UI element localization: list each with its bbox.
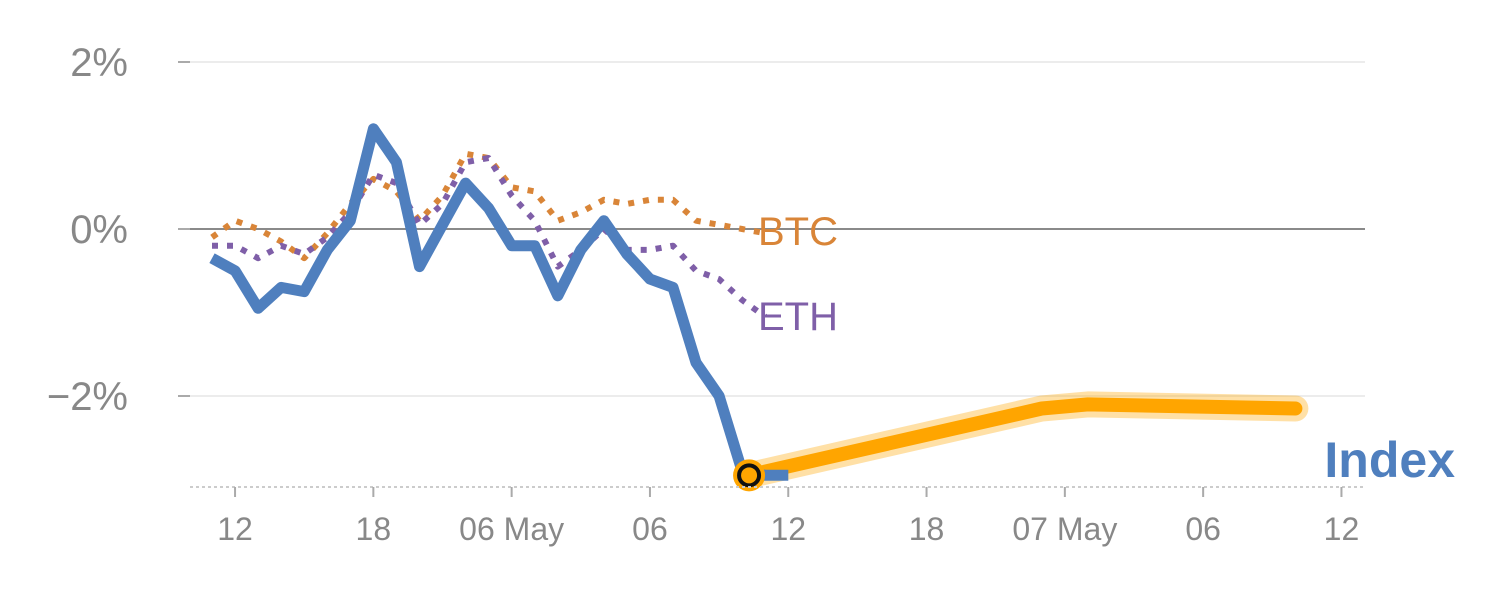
x-tick-label: 07 May — [1012, 511, 1117, 547]
series-label-btc: BTC — [758, 210, 838, 254]
x-tick-label: 06 May — [459, 511, 564, 547]
series-label-index: Index — [1324, 432, 1455, 488]
x-tick-label: 12 — [770, 511, 806, 547]
x-tick-label: 18 — [909, 511, 945, 547]
y-tick-label: 0% — [70, 208, 128, 252]
x-tick-label: 18 — [356, 511, 392, 547]
y-tick-label: 2% — [70, 41, 128, 85]
x-tick-label: 06 — [632, 511, 668, 547]
x-tick-label: 06 — [1185, 511, 1221, 547]
series-layer — [212, 129, 1295, 492]
y-tick-label: −2% — [47, 375, 128, 419]
x-tick-label: 12 — [217, 511, 253, 547]
series-label-eth: ETH — [758, 295, 838, 339]
x-tick-label: 12 — [1324, 511, 1360, 547]
